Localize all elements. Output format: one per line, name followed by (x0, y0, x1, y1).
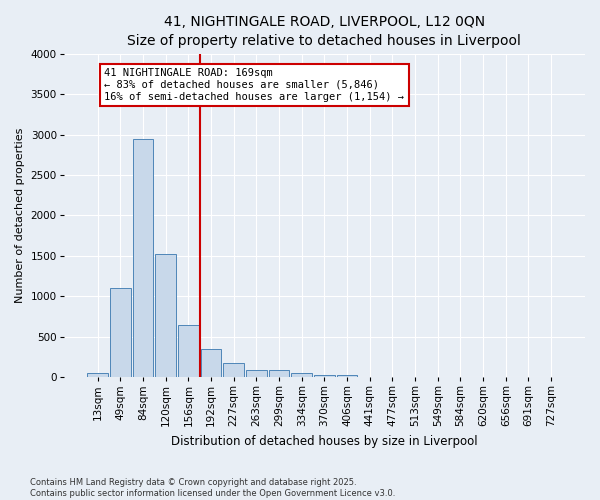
Bar (337, 374, 357, 377)
Bar (88, 373, 108, 377)
Bar (223, 363, 244, 377)
Bar (269, 370, 289, 377)
Text: 41 NIGHTINGALE ROAD: 169sqm
← 83% of detached houses are smaller (5,846)
16% of : 41 NIGHTINGALE ROAD: 169sqm ← 83% of det… (104, 68, 404, 102)
Y-axis label: Number of detached properties: Number of detached properties (15, 128, 25, 303)
Bar (246, 370, 266, 377)
Bar (110, 288, 131, 377)
Bar (292, 372, 312, 377)
Bar (314, 374, 335, 377)
Title: 41, NIGHTINGALE ROAD, LIVERPOOL, L12 0QN
Size of property relative to detached h: 41, NIGHTINGALE ROAD, LIVERPOOL, L12 0QN… (127, 15, 521, 48)
Bar (133, 138, 153, 377)
X-axis label: Distribution of detached houses by size in Liverpool: Distribution of detached houses by size … (171, 434, 478, 448)
Bar (178, 324, 199, 377)
Bar (155, 254, 176, 377)
Bar (201, 349, 221, 377)
Text: Contains HM Land Registry data © Crown copyright and database right 2025.
Contai: Contains HM Land Registry data © Crown c… (30, 478, 395, 498)
